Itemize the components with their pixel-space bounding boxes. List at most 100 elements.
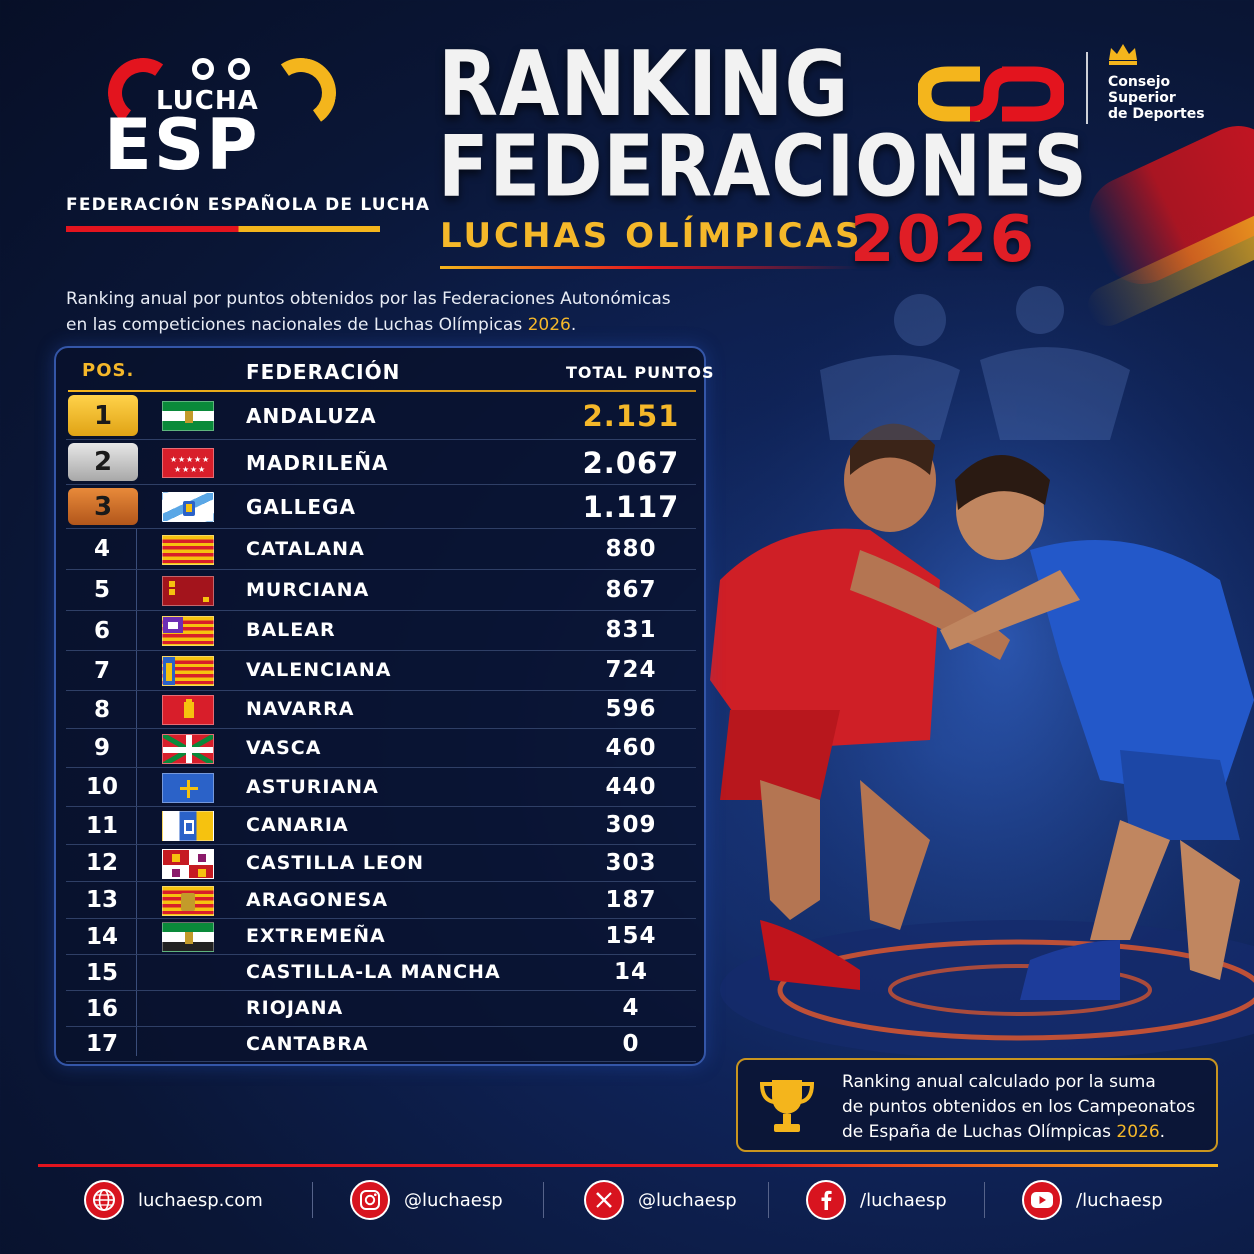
row-position: 3 bbox=[68, 488, 138, 525]
description-line2: en las competiciones nacionales de Lucha… bbox=[66, 312, 706, 338]
description-year: 2026 bbox=[527, 315, 571, 335]
ranking-description: Ranking anual por puntos obtenidos por l… bbox=[66, 286, 706, 338]
description-line1: Ranking anual por puntos obtenidos por l… bbox=[66, 289, 671, 309]
note-end: . bbox=[1159, 1122, 1166, 1142]
row-points: 2.151 bbox=[582, 399, 680, 433]
title-ranking: RANKING bbox=[438, 33, 850, 137]
table-header: POS. FEDERACIÓN TOTAL PUNTOS bbox=[56, 348, 713, 392]
row-position: 14 bbox=[85, 923, 118, 950]
row-points: 187 bbox=[605, 886, 657, 913]
row-position: 4 bbox=[93, 536, 110, 562]
note-line3: de España de Luchas Olímpicas 2026. bbox=[842, 1120, 1212, 1145]
table-row: 12 CASTILLA LEON 303 bbox=[66, 845, 696, 882]
row-position: 8 bbox=[93, 696, 110, 723]
flag-baleares-icon bbox=[162, 616, 214, 646]
footer-web-link[interactable]: luchaesp.com bbox=[84, 1180, 263, 1220]
table-row: 2 ★ ★ ★ ★ ★ ★ ★ ★ ★ MADRILEÑA 2.067 bbox=[66, 440, 696, 485]
title-underline bbox=[440, 266, 860, 269]
svg-text:★: ★ bbox=[186, 455, 193, 464]
row-position: 11 bbox=[85, 812, 118, 839]
row-points: 724 bbox=[605, 657, 657, 683]
row-position: 9 bbox=[93, 735, 110, 761]
row-federation-name: CANTABRA bbox=[246, 1032, 369, 1055]
row-points: 14 bbox=[613, 959, 648, 985]
logo-lucha-text: LUCHA bbox=[156, 86, 259, 116]
note-year: 2026 bbox=[1116, 1122, 1160, 1142]
flag-cataluna-icon bbox=[162, 534, 214, 565]
flag-aragon-icon bbox=[162, 885, 214, 916]
header-federation: FEDERACIÓN bbox=[246, 360, 401, 384]
row-position: 5 bbox=[93, 577, 110, 603]
row-federation-name: GALLEGA bbox=[246, 495, 356, 519]
row-points: 880 bbox=[605, 535, 657, 562]
table-row: 5 MURCIANA 867 bbox=[66, 570, 696, 611]
facebook-icon bbox=[806, 1180, 846, 1220]
table-row: 10 ASTURIANA 440 bbox=[66, 768, 696, 807]
youtube-icon bbox=[1022, 1180, 1062, 1220]
description-end: . bbox=[570, 315, 577, 335]
row-points: 0 bbox=[622, 1030, 640, 1057]
csd-divider bbox=[1086, 52, 1088, 124]
flag-valencia-icon bbox=[162, 656, 214, 686]
flag-asturias-icon bbox=[162, 772, 214, 803]
row-position: 6 bbox=[93, 617, 110, 644]
flag-extremadura-icon bbox=[162, 922, 214, 952]
row-position: 1 bbox=[68, 395, 138, 436]
footer-facebook-link[interactable]: /luchaesp bbox=[806, 1180, 947, 1220]
logo-underline bbox=[66, 226, 380, 232]
row-points: 2.067 bbox=[582, 445, 680, 480]
table-row: 17 CANTABRA 0 bbox=[66, 1027, 696, 1062]
footer-separator bbox=[984, 1182, 985, 1218]
row-position: 12 bbox=[85, 850, 118, 876]
footer-x-link[interactable]: @luchaesp bbox=[584, 1180, 737, 1220]
row-position: 15 bbox=[85, 959, 118, 986]
svg-text:★: ★ bbox=[194, 455, 201, 464]
row-federation-name: CATALANA bbox=[246, 537, 365, 560]
footer-divider bbox=[38, 1164, 1218, 1167]
table-row: 6 BALEAR 831 bbox=[66, 611, 696, 651]
row-federation-name: ANDALUZA bbox=[246, 404, 377, 428]
footer-youtube-link[interactable]: /luchaesp bbox=[1022, 1180, 1163, 1220]
table-row: 4 CATALANA 880 bbox=[66, 529, 696, 570]
svg-text:★: ★ bbox=[198, 465, 205, 474]
row-federation-name: CANARIA bbox=[246, 814, 349, 836]
globe-icon bbox=[84, 1180, 124, 1220]
flag-euskadi-icon bbox=[162, 733, 214, 764]
flag-navarra-icon bbox=[162, 695, 214, 725]
x-icon bbox=[584, 1180, 624, 1220]
table-row: 15 CASTILLA-LA MANCHA 14 bbox=[66, 955, 696, 991]
subtitle-luchas-olimpicas: LUCHAS OLÍMPICAS bbox=[440, 216, 863, 256]
csd-line3: de Deportes bbox=[1108, 106, 1205, 122]
footer-instagram-label: @luchaesp bbox=[404, 1189, 503, 1211]
note-line2: de puntos obtenidos en los Campeonatos bbox=[842, 1097, 1196, 1117]
row-position: 17 bbox=[85, 1031, 118, 1057]
row-federation-name: VASCA bbox=[246, 736, 322, 759]
flag-canarias-icon bbox=[162, 811, 214, 841]
title-federaciones: FEDERACIONES bbox=[438, 117, 1088, 216]
title-year: 2026 bbox=[850, 203, 1037, 277]
row-federation-name: MADRILEÑA bbox=[246, 450, 389, 475]
row-federation-name: EXTREMEÑA bbox=[246, 925, 386, 947]
row-federation-name: BALEAR bbox=[246, 619, 336, 641]
footer-instagram-link[interactable]: @luchaesp bbox=[350, 1180, 503, 1220]
row-points: 867 bbox=[605, 576, 657, 603]
row-points: 1.117 bbox=[582, 490, 680, 524]
footer-separator bbox=[312, 1182, 313, 1218]
flag-andalucia-icon bbox=[162, 401, 214, 431]
footer-youtube-label: /luchaesp bbox=[1076, 1189, 1163, 1211]
row-points: 4 bbox=[622, 995, 640, 1021]
row-points: 309 bbox=[605, 812, 657, 838]
svg-text:★: ★ bbox=[202, 455, 209, 464]
description-line2-text: en las competiciones nacionales de Lucha… bbox=[66, 315, 528, 335]
red-wrestler bbox=[710, 423, 1010, 990]
header-underline bbox=[68, 390, 696, 392]
footer-separator bbox=[768, 1182, 769, 1218]
table-row: 7 VALENCIANA 724 bbox=[66, 651, 696, 691]
table-row: 8 NAVARRA 596 bbox=[66, 691, 696, 729]
header-pos: POS. bbox=[82, 360, 135, 381]
row-points: 440 bbox=[605, 773, 657, 800]
row-federation-name: VALENCIANA bbox=[246, 659, 392, 681]
table-row: 16 RIOJANA 4 bbox=[66, 991, 696, 1027]
table-row: 3 GALLEGA 1.117 bbox=[66, 485, 696, 529]
row-points: 154 bbox=[605, 923, 657, 949]
